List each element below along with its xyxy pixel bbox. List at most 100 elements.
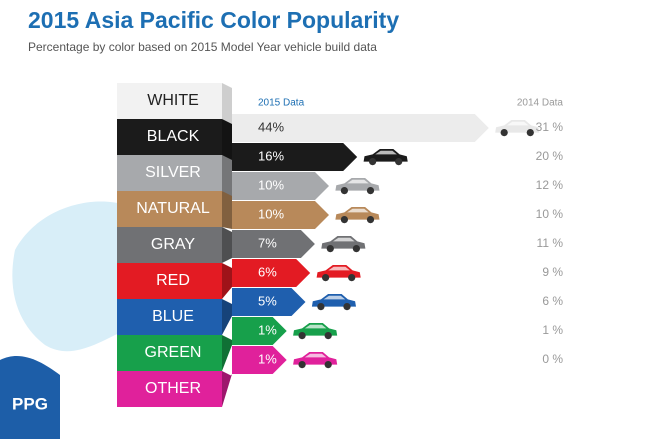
category-label: OTHER [145, 380, 201, 397]
value-label-2014: 1 % [542, 323, 563, 337]
label-side [222, 227, 232, 263]
car-part [347, 208, 369, 213]
car-part [311, 294, 356, 307]
car-part [352, 245, 360, 253]
bar-arrow [232, 230, 315, 258]
subtitle: Percentage by color based on 2015 Model … [28, 40, 377, 54]
label-block [117, 299, 222, 335]
car-part [324, 361, 332, 369]
car-icon [293, 352, 338, 369]
value-label-2014: 11 % [537, 236, 564, 250]
car-part [526, 129, 534, 137]
car-part [317, 303, 325, 311]
car-part [333, 237, 355, 242]
car-part [326, 245, 334, 253]
title: 2015 Asia Pacific Color Popularity [28, 7, 399, 33]
car-icon [363, 149, 408, 166]
value-label-2015: 7% [258, 235, 277, 250]
legend-2014: 2014 Data [517, 98, 564, 109]
value-label-2014: 10 % [536, 207, 564, 221]
label-block [117, 371, 222, 407]
car-part [293, 352, 338, 365]
label-side [222, 155, 232, 200]
car-part [328, 266, 350, 271]
value-label-2015: 10% [258, 206, 284, 221]
label-side [222, 335, 232, 371]
value-label-2014: 31 % [536, 120, 564, 134]
value-label-2015: 1% [258, 322, 277, 337]
bar-arrow [232, 114, 489, 142]
car-part [375, 150, 397, 155]
logo-backdrop [0, 355, 60, 439]
bar-arrow [232, 172, 329, 200]
car-icon [495, 120, 540, 137]
bar-arrow [232, 288, 306, 316]
value-label-2015: 10% [258, 177, 284, 192]
legend-2015: 2015 Data [258, 98, 305, 109]
value-label-2014: 20 % [536, 149, 564, 163]
label-side [222, 191, 232, 229]
category-label: WHITE [147, 92, 199, 109]
car-icon [316, 265, 361, 282]
label-block [117, 227, 222, 263]
value-label-2015: 16% [258, 148, 284, 163]
car-icon [293, 323, 338, 340]
category-label: GRAY [151, 236, 195, 253]
logo: PPG [12, 394, 48, 413]
value-label-2014: 0 % [542, 352, 563, 366]
car-part [340, 216, 348, 224]
category-label: RED [156, 272, 190, 289]
car-part [335, 178, 380, 191]
car-part [500, 129, 508, 137]
car-part [323, 295, 346, 300]
value-label-2015: 6% [258, 264, 277, 279]
car-icon [335, 207, 380, 224]
category-label: NATURAL [136, 200, 210, 217]
value-label-2014: 9 % [542, 265, 563, 279]
label-side [222, 371, 232, 407]
car-part [322, 274, 330, 282]
label-block [117, 263, 222, 299]
car-part [304, 324, 327, 329]
label-block [117, 335, 222, 371]
car-part [304, 353, 327, 358]
map-shape [12, 201, 126, 352]
bar-arrow [232, 259, 311, 287]
car-icon [335, 178, 380, 195]
car-part [321, 236, 366, 249]
value-label-2015: 1% [258, 351, 277, 366]
value-label-2015: 44% [258, 119, 284, 134]
car-part [363, 149, 408, 162]
category-label: SILVER [145, 164, 201, 181]
category-label: GREEN [145, 344, 202, 361]
car-part [298, 361, 306, 369]
car-part [324, 332, 332, 340]
label-side [222, 299, 232, 335]
car-part [343, 303, 351, 311]
bar-arrow [232, 201, 329, 229]
car-part [348, 274, 356, 282]
car-part [316, 265, 361, 278]
label-block [117, 83, 222, 119]
car-part [369, 158, 377, 166]
category-label: BLUE [152, 308, 194, 325]
label-side [222, 263, 232, 299]
car-icon [311, 294, 356, 311]
car-part [293, 323, 338, 336]
car-part [335, 207, 380, 220]
car-part [495, 120, 540, 133]
value-label-2014: 12 % [536, 178, 564, 192]
bar-arrow [232, 317, 287, 345]
car-part [366, 216, 375, 224]
car-part [395, 158, 403, 166]
label-block [117, 155, 222, 191]
car-part [298, 332, 306, 340]
value-label-2014: 6 % [542, 294, 563, 308]
bar-arrow [232, 346, 287, 374]
car-part [506, 121, 529, 126]
category-label: BLACK [147, 128, 200, 145]
bar-arrow [232, 143, 358, 171]
value-label-2015: 5% [258, 293, 277, 308]
car-part [366, 187, 375, 195]
